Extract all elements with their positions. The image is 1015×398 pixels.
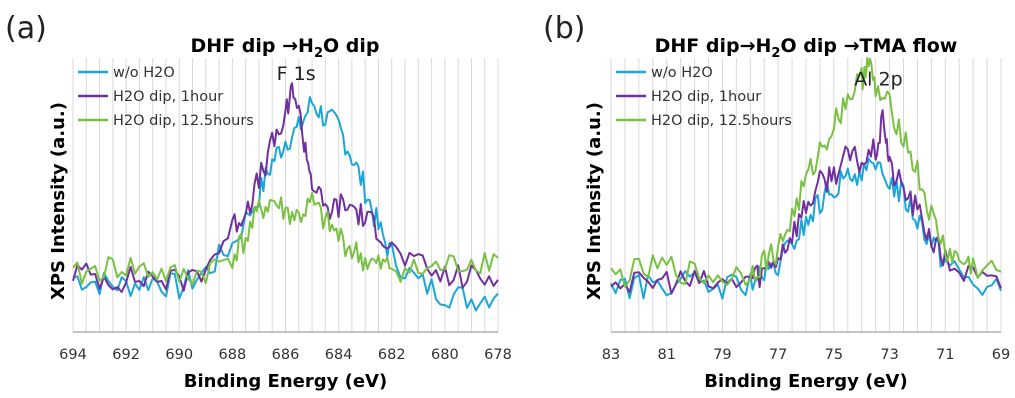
legend-entry: w/o H2O xyxy=(113,65,175,81)
x-tick-label: 81 xyxy=(657,347,675,363)
x-tick-label: 83 xyxy=(602,347,620,363)
legend-entry: H2O dip, 1hour xyxy=(113,89,223,105)
x-tick-label: 694 xyxy=(59,347,87,363)
chart-title-subscript: 2 xyxy=(314,46,323,61)
x-tick-label: 71 xyxy=(936,347,954,363)
x-tick-label: 678 xyxy=(484,347,512,363)
panel-label: (b) xyxy=(543,11,585,46)
chart-title-part: O dip xyxy=(323,35,379,57)
legend-entry: H2O dip, 12.5hours xyxy=(651,113,792,129)
x-tick-label: 79 xyxy=(713,347,731,363)
x-tick-label: 688 xyxy=(219,347,247,363)
chart-title-part: O dip →TMA flow xyxy=(780,35,957,57)
peak-annotation: Al 2p xyxy=(854,68,902,90)
series-line-1 xyxy=(72,96,499,312)
series-line-2 xyxy=(610,109,1002,295)
x-tick-label: 692 xyxy=(112,347,140,363)
chart-title-part: DHF dip→H xyxy=(655,35,772,57)
x-tick-label: 77 xyxy=(769,347,787,363)
x-tick-label: 680 xyxy=(431,347,459,363)
legend-entry: w/o H2O xyxy=(651,65,713,81)
y-axis-label: XPS Intensity (a.u.) xyxy=(48,102,69,300)
x-tick-label: 69 xyxy=(992,347,1010,363)
chart-title: DHF dip →H2O dip xyxy=(191,35,380,61)
legend: w/o H2O H2O dip, 1hour H2O dip, 12.5hours xyxy=(78,65,254,129)
x-tick-label: 690 xyxy=(165,347,193,363)
panel-b: (b) DHF dip→H2O dip →TMA flow 83 81 79 77 75 73… xyxy=(543,11,1010,392)
x-tick-label: 686 xyxy=(272,347,300,363)
x-tick-label: 75 xyxy=(825,347,843,363)
x-tick-label: 682 xyxy=(378,347,406,363)
legend-entry: H2O dip, 12.5hours xyxy=(113,113,254,129)
legend: w/o H2O H2O dip, 1hour H2O dip, 12.5hours xyxy=(616,65,792,129)
x-axis-label: Binding Energy (eV) xyxy=(704,371,907,392)
series-line-2 xyxy=(72,82,499,293)
x-tick-label: 684 xyxy=(325,347,353,363)
x-axis-label: Binding Energy (eV) xyxy=(184,371,387,392)
x-tick-label: 73 xyxy=(880,347,898,363)
legend-entry: H2O dip, 1hour xyxy=(651,89,761,105)
chart-title-subscript: 2 xyxy=(771,46,780,61)
panel-a: (a) DHF dip →H2O dip 694 692 690 688 686 684 682… xyxy=(5,11,512,392)
panel-label: (a) xyxy=(5,11,47,46)
series-line-3 xyxy=(610,57,1002,288)
y-axis-label: XPS Intensity (a.u.) xyxy=(584,102,605,300)
chart-title: DHF dip→H2O dip →TMA flow xyxy=(655,35,958,61)
grid xyxy=(72,58,499,332)
peak-annotation: F 1s xyxy=(277,63,316,85)
chart-title-part: DHF dip →H xyxy=(191,35,314,57)
series-line-3 xyxy=(72,191,499,286)
